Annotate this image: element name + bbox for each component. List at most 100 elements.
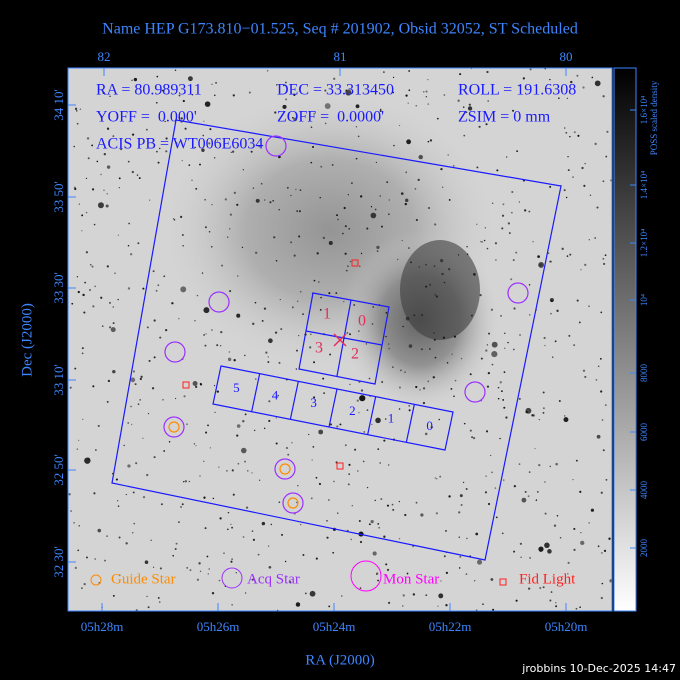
star [252,187,254,189]
star [252,322,255,325]
star [362,460,365,463]
star [337,218,339,221]
star [404,513,407,517]
star [453,335,457,338]
chip-label: 1 [388,410,395,425]
star [93,492,96,495]
star [324,103,331,110]
star [608,537,611,540]
acis-i [298,292,390,385]
star [584,375,587,379]
star [425,594,428,597]
star [76,448,79,450]
star [278,501,281,504]
star [408,70,411,72]
star [484,491,487,494]
star [491,341,498,348]
star [127,160,130,163]
star [292,116,294,119]
star [503,479,505,481]
star [348,473,351,476]
star [132,370,136,373]
star [106,127,110,130]
star [270,523,273,526]
star [125,493,127,496]
star [487,371,490,375]
star [103,153,106,156]
star [215,81,218,84]
star [476,223,478,225]
star [328,499,330,501]
star [112,135,115,138]
acq-star [265,135,287,157]
star [230,151,232,154]
star [97,202,104,209]
star [603,262,606,266]
star [463,134,466,137]
star [347,265,349,267]
aimpoint [333,333,347,347]
star [309,333,312,336]
star [230,560,233,563]
star [358,520,361,523]
star [448,268,451,271]
star [216,390,219,393]
star [77,290,80,294]
star [348,228,350,230]
star [146,326,149,329]
star [415,218,418,222]
star [85,211,88,214]
star [115,478,118,481]
star [258,145,260,148]
star [511,211,513,214]
star [440,167,443,171]
star [418,266,421,268]
star [277,394,280,397]
star [596,206,599,209]
left-tick-label: 33 30' [51,272,66,304]
star [296,210,299,213]
star [368,377,371,380]
star [235,571,237,574]
left-tick-label: 33 50' [51,181,66,213]
star [494,242,498,245]
star [558,97,560,100]
star [588,522,590,524]
star [255,378,257,380]
star [68,493,71,496]
star [359,265,361,267]
star [518,201,521,203]
star [142,437,144,439]
star [421,314,424,317]
star [275,84,278,86]
star [350,182,353,185]
star [408,344,413,348]
acq-star [282,492,304,514]
star [295,188,297,191]
star [193,443,196,445]
star [251,472,253,474]
star [398,408,401,410]
star [591,76,594,79]
star [351,504,354,507]
star [487,502,491,506]
star [312,145,315,149]
star [357,135,360,138]
star [208,230,211,233]
star [371,323,374,325]
star [550,591,553,593]
star [210,245,213,248]
star [194,320,196,322]
star [195,187,198,190]
legend-label: Guide Star [111,571,176,587]
colorbar-label: POSS scaled density [649,80,659,155]
star [109,301,111,304]
star [525,410,528,414]
star [434,477,436,479]
star [204,198,206,201]
star [205,431,208,434]
star [139,399,142,401]
star [445,604,448,607]
star [280,328,283,331]
star [207,424,209,427]
